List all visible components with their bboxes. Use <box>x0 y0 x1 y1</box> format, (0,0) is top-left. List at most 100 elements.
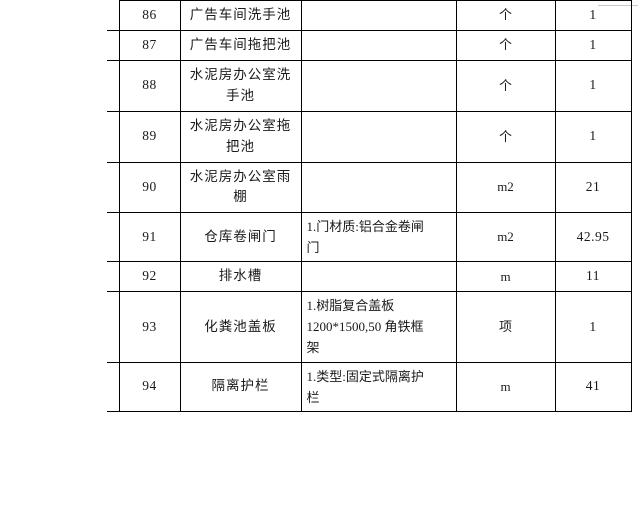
item-quantity-cell-text: 21 <box>585 178 601 194</box>
item-unit-cell-text: m <box>500 268 511 284</box>
procurement-item-table: 86 广告车间洗手池个 1 87 广告车间拖把池个 1 88 水泥房办公室洗手池个 1 89 水泥房… <box>107 0 632 412</box>
item-number-cell-text: 86 <box>142 7 157 22</box>
item-unit-cell-text: m2 <box>497 179 514 195</box>
item-unit-cell-text: 个 <box>498 128 512 144</box>
table-row: 91 仓库卷闸门 1.门材质:铝合金卷闸门 m2 42.95 <box>107 212 632 263</box>
item-unit-cell: m <box>455 261 556 293</box>
item-quantity-cell: 21 <box>554 161 632 214</box>
page-margin-cell <box>107 0 120 31</box>
item-unit-cell-text: m <box>500 378 511 394</box>
item-quantity-cell: 1 <box>554 0 632 31</box>
item-quantity-cell: 11 <box>554 261 632 293</box>
item-spec-cell <box>300 261 457 293</box>
item-number-cell: 89 <box>118 110 181 163</box>
item-spec-line: 架 <box>306 340 320 356</box>
item-number-cell: 92 <box>118 261 181 293</box>
page-margin-cell <box>107 60 120 112</box>
item-unit-cell: 个 <box>455 0 556 31</box>
item-number-cell-text: 87 <box>142 36 157 52</box>
item-spec-cell: 1.树脂复合盖板 1200*1500,50 角铁框架 <box>300 291 457 363</box>
item-number-cell-text: 91 <box>142 228 157 244</box>
item-quantity-cell-text: 1 <box>589 36 597 52</box>
page-margin-cell <box>107 291 120 363</box>
item-unit-cell: 个 <box>455 29 556 61</box>
item-unit-cell-text: m2 <box>497 229 514 245</box>
item-spec-line: 1.类型:固定式隔离护 <box>306 368 424 384</box>
page-margin-cell <box>107 212 120 263</box>
page-margin-cell <box>107 162 120 214</box>
item-number-cell: 88 <box>118 59 181 112</box>
item-unit-cell-text: 项 <box>498 318 512 334</box>
item-spec-line: 1.门材质:铝合金卷闸 <box>306 219 424 235</box>
page-margin-cell <box>107 261 120 293</box>
item-quantity-cell: 1 <box>554 291 632 363</box>
item-name-cell-text: 水泥房办公室洗手池 <box>189 66 292 103</box>
item-number-cell: 86 <box>118 0 181 31</box>
item-unit-cell: m2 <box>455 212 556 263</box>
item-unit-cell: m2 <box>455 161 556 214</box>
item-name-cell-text: 广告车间洗手池 <box>189 7 292 22</box>
table-row: 93 化粪池盖板 1.树脂复合盖板 1200*1500,50 角铁框架 项 1 <box>107 291 632 363</box>
item-spec-line: 1.树脂复合盖板 <box>306 298 395 314</box>
item-spec-line: 栏 <box>306 389 320 405</box>
item-name-cell-text: 排水槽 <box>218 268 263 284</box>
item-name-cell: 水泥房办公室拖把池 <box>179 110 302 163</box>
item-quantity-cell: 1 <box>554 29 632 61</box>
item-unit-cell-text: 个 <box>498 7 512 23</box>
item-spec-cell <box>300 110 457 163</box>
item-name-cell: 广告车间洗手池 <box>179 0 302 31</box>
item-number-cell: 90 <box>118 161 181 214</box>
item-unit-cell-text: 个 <box>498 77 512 93</box>
item-spec-cell: 1.门材质:铝合金卷闸门 <box>300 212 457 263</box>
item-number-cell: 93 <box>118 291 181 363</box>
item-name-cell: 排水槽 <box>179 261 302 293</box>
table-row: 88 水泥房办公室洗手池 个 1 <box>107 59 632 112</box>
item-name-cell-text: 广告车间拖把池 <box>189 36 292 52</box>
item-unit-cell: 个 <box>455 59 556 112</box>
item-spec-line: 1200*1500,50 角铁框 <box>306 319 424 335</box>
item-quantity-cell-text: 41 <box>585 378 601 394</box>
item-number-cell-text: 89 <box>142 128 157 144</box>
item-number-cell: 91 <box>118 212 181 263</box>
table-row: 89 水泥房办公室拖把池 个 1 <box>107 110 632 163</box>
item-name-cell: 广告车间拖把池 <box>179 29 302 61</box>
item-name-cell: 水泥房办公室洗手池 <box>179 59 302 112</box>
item-name-cell: 化粪池盖板 <box>179 291 302 363</box>
item-number-cell-text: 94 <box>142 378 157 394</box>
item-name-cell-text: 隔离护栏 <box>211 378 270 394</box>
table-row: 92 排水槽 m 11 <box>107 261 632 293</box>
item-number-cell-text: 93 <box>142 318 157 334</box>
item-quantity-cell-text: 1 <box>589 318 597 334</box>
item-name-cell-text: 水泥房办公室雨棚 <box>189 168 292 205</box>
item-quantity-cell: 41 <box>554 361 632 412</box>
item-name-cell: 水泥房办公室雨棚 <box>179 161 302 214</box>
item-number-cell-text: 92 <box>142 268 157 284</box>
item-quantity-cell: 1 <box>554 59 632 112</box>
table-row: 87 广告车间拖把池 个 1 <box>107 29 632 61</box>
table-row: 86 广告车间洗手池 个 1 <box>107 0 632 31</box>
page-margin-cell <box>107 111 120 163</box>
item-spec-line: 门 <box>306 240 320 256</box>
item-number-cell-text: 90 <box>142 178 157 194</box>
item-name-cell-text: 仓库卷闸门 <box>204 228 277 244</box>
item-spec-cell <box>300 29 457 61</box>
table-row: 94 隔离护栏 1.类型:固定式隔离护栏 m 41 <box>107 361 632 412</box>
item-unit-cell: 个 <box>455 110 556 163</box>
item-spec-cell: 1.类型:固定式隔离护栏 <box>300 361 457 412</box>
page-margin-cell <box>107 30 120 61</box>
page-margin-cell <box>107 362 120 412</box>
item-name-cell-text: 水泥房办公室拖把池 <box>189 117 292 154</box>
item-quantity-cell: 42.95 <box>554 212 632 263</box>
table-row: 90 水泥房办公室雨棚 m2 21 <box>107 161 632 214</box>
item-unit-cell: m <box>455 361 556 412</box>
item-quantity-cell-text: 1 <box>589 128 597 144</box>
item-quantity-cell-text: 1 <box>589 7 597 22</box>
item-spec-cell <box>300 0 457 31</box>
item-number-cell-text: 88 <box>142 77 157 93</box>
table-body: 86 广告车间洗手池个 1 87 广告车间拖把池个 1 88 水泥房办公室洗手池个 1 89 水泥房… <box>107 0 632 412</box>
item-number-cell: 94 <box>118 361 181 412</box>
item-quantity-cell: 1 <box>554 110 632 163</box>
item-quantity-cell-text: 42.95 <box>576 228 610 244</box>
item-quantity-cell-text: 11 <box>586 268 600 284</box>
